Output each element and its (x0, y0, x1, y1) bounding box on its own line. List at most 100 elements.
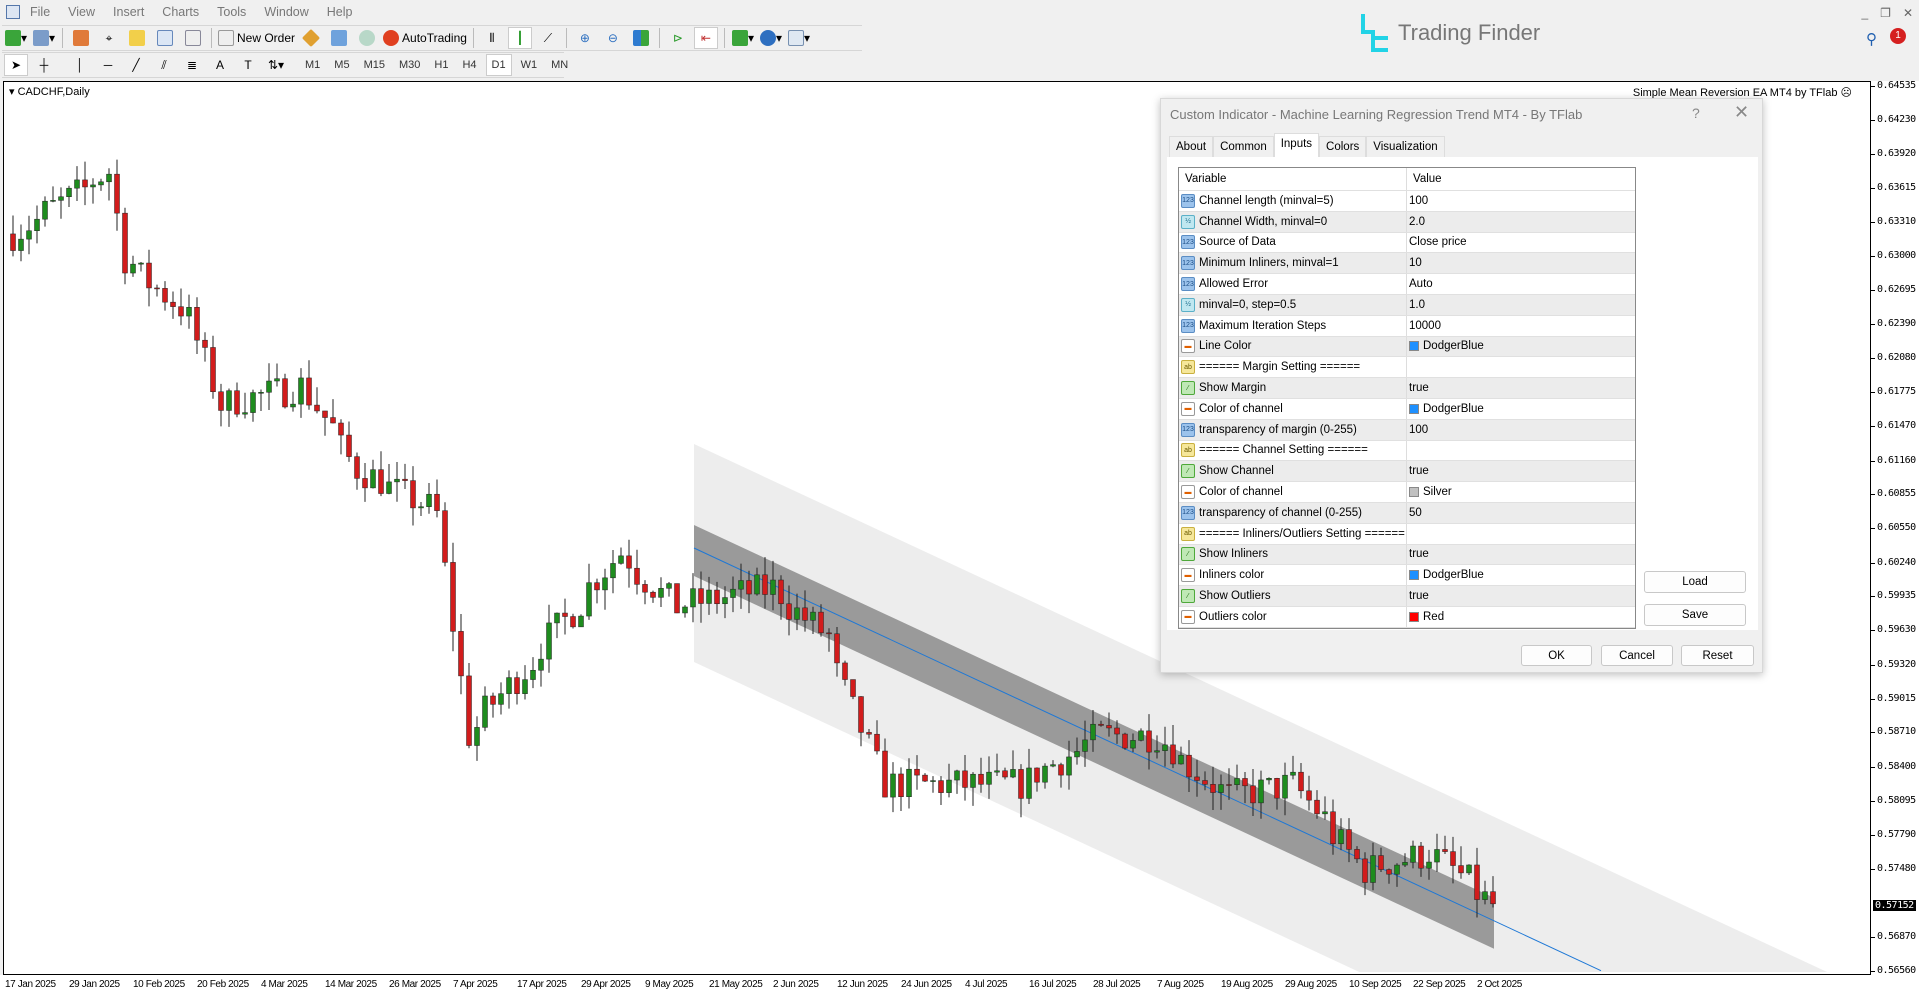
date-axis[interactable]: 17 Jan 2025 29 Jan 2025 10 Feb 2025 20 Feb … (0, 975, 1919, 996)
bar-chart-button[interactable]: ⫴ (480, 27, 504, 49)
timeframe-m5[interactable]: M5 (334, 59, 350, 71)
auto-scroll-button[interactable]: ⊳ (666, 27, 690, 49)
value-cell[interactable]: 100 (1407, 191, 1635, 211)
tab-common[interactable]: Common (1213, 136, 1274, 157)
indicators-button[interactable]: ▾ (731, 27, 755, 49)
value-cell[interactable]: 50 (1407, 503, 1635, 523)
timeframe-m1[interactable]: M1 (305, 59, 321, 71)
equidistant-channel-button[interactable]: ⫽ (152, 54, 176, 76)
table-row[interactable]: 123 Allowed Error Auto (1179, 274, 1635, 295)
table-row[interactable]: ab ====== Inliners/Outliers Setting =====… (1179, 523, 1635, 545)
zoom-in-button[interactable]: ⊕ (573, 27, 597, 49)
tab-visualization[interactable]: Visualization (1366, 136, 1445, 157)
menu-tools[interactable]: Tools (217, 5, 247, 19)
timeframe-m30[interactable]: M30 (398, 59, 421, 71)
text-label-button[interactable]: T (236, 54, 260, 76)
autotrading-button[interactable]: AutoTrading (383, 27, 467, 49)
zoom-out-button[interactable]: ⊖ (601, 27, 625, 49)
tester-button[interactable] (181, 27, 205, 49)
menu-view[interactable]: View (68, 5, 96, 19)
restore-button[interactable]: ❐ (1880, 6, 1891, 20)
new-order-button[interactable]: New Order (218, 27, 295, 49)
tab-colors[interactable]: Colors (1319, 136, 1367, 157)
fibonacci-button[interactable]: ≣ (180, 54, 204, 76)
reset-button[interactable]: Reset (1681, 645, 1754, 666)
cursor-button[interactable]: ➤ (4, 54, 28, 76)
value-cell[interactable] (1407, 441, 1635, 461)
table-row[interactable]: ⁄ Show Inliners true (1179, 544, 1635, 566)
value-cell[interactable]: true (1407, 378, 1635, 398)
value-cell[interactable]: 2.0 (1407, 212, 1635, 232)
text-button[interactable]: A (208, 54, 232, 76)
table-row[interactable]: ⁄ Show Margin true (1179, 378, 1635, 399)
table-row[interactable]: ⁄ Show Outliers true (1179, 586, 1635, 607)
templates-button[interactable]: ▾ (787, 27, 811, 49)
table-row[interactable]: ½ Channel Width, minval=0 2.0 (1179, 211, 1635, 233)
menu-charts[interactable]: Charts (162, 5, 200, 19)
vps-button[interactable] (327, 27, 351, 49)
table-row[interactable]: 123 Source of Data Close price (1179, 232, 1635, 254)
timeframe-h4[interactable]: H4 (462, 59, 477, 71)
value-cell[interactable]: true (1407, 461, 1635, 481)
new-chart-button[interactable]: ▾ (4, 27, 28, 49)
menu-window[interactable]: Window (264, 5, 309, 19)
menu-insert[interactable]: Insert (113, 5, 145, 19)
table-row[interactable]: ab ====== Margin Setting ====== (1179, 357, 1635, 379)
data-window-button[interactable]: ⌖ (97, 27, 121, 49)
price-axis[interactable]: 0.64535 0.64230 0.63920 0.63615 0.63310 0.630… (1871, 80, 1919, 976)
candlestick-button[interactable]: ┃ (507, 27, 532, 49)
minimize-button[interactable]: _ (1861, 6, 1869, 20)
periods-button[interactable]: ▾ (759, 27, 783, 49)
timeframe-mn[interactable]: MN (551, 59, 569, 71)
crosshair-button[interactable]: ┼ (32, 54, 56, 76)
value-cell[interactable] (1407, 524, 1635, 544)
table-row[interactable]: 123 Channel length (minval=5) 100 (1179, 191, 1635, 212)
market-watch-button[interactable] (69, 27, 93, 49)
horizontal-line-button[interactable]: ─ (96, 54, 120, 76)
line-chart-button[interactable]: ⟋ (536, 27, 560, 49)
table-row[interactable]: ▬ Inliners color DodgerBlue (1179, 565, 1635, 587)
help-button[interactable]: ? (1692, 105, 1700, 121)
tab-about[interactable]: About (1169, 136, 1214, 157)
notification-badge[interactable]: 1 (1890, 28, 1906, 44)
value-cell[interactable]: DodgerBlue (1407, 399, 1635, 419)
terminal-button[interactable] (153, 27, 177, 49)
menu-file[interactable]: File (30, 5, 51, 19)
ok-button[interactable]: OK (1521, 645, 1592, 666)
arrows-button[interactable]: ⇅▾ (264, 54, 288, 76)
navigator-button[interactable] (125, 27, 149, 49)
table-row[interactable]: 123 Maximum Iteration Steps 10000 (1179, 315, 1635, 337)
value-cell[interactable] (1407, 357, 1635, 377)
menu-help[interactable]: Help (326, 5, 353, 19)
trendline-button[interactable]: ╱ (124, 54, 148, 76)
value-cell[interactable]: 10000 (1407, 316, 1635, 336)
value-cell[interactable]: 1.0 (1407, 295, 1635, 315)
dialog-close-button[interactable]: ✕ (1734, 102, 1750, 122)
timeframe-h1[interactable]: H1 (434, 59, 449, 71)
vertical-line-button[interactable]: │ (68, 54, 92, 76)
value-cell[interactable]: DodgerBlue (1407, 337, 1635, 357)
value-cell[interactable]: 10 (1407, 253, 1635, 273)
value-cell[interactable]: Close price (1407, 233, 1635, 253)
table-row[interactable]: ▬ Outliers color Red (1179, 606, 1635, 628)
table-row[interactable]: 123 Minimum Inliners, minval=1 10 (1179, 253, 1635, 275)
table-row[interactable]: 123 transparency of margin (0-255) 100 (1179, 419, 1635, 441)
table-row[interactable]: ⁄ Show Channel true (1179, 461, 1635, 483)
table-row[interactable]: ▬ Color of channel DodgerBlue (1179, 398, 1635, 420)
chart-shift-button[interactable]: ⇤ (693, 27, 718, 49)
table-row[interactable]: ▬ Color of channel Silver (1179, 482, 1635, 503)
value-cell[interactable]: true (1407, 586, 1635, 606)
value-cell[interactable]: DodgerBlue (1407, 565, 1635, 585)
save-button[interactable]: Save (1644, 604, 1746, 626)
tab-inputs[interactable]: Inputs (1273, 133, 1320, 157)
table-row[interactable]: ½ minval=0, step=0.5 1.0 (1179, 294, 1635, 316)
table-row[interactable]: ▬ Line Color DodgerBlue (1179, 336, 1635, 358)
table-row[interactable]: ab ====== Channel Setting ====== (1179, 440, 1635, 462)
value-cell[interactable]: Red (1407, 607, 1635, 627)
timeframe-w1[interactable]: W1 (520, 59, 538, 71)
metaquotes-button[interactable] (299, 27, 323, 49)
value-cell[interactable]: 100 (1407, 420, 1635, 440)
table-row[interactable]: 123 transparency of channel (0-255) 50 (1179, 502, 1635, 524)
load-button[interactable]: Load (1644, 571, 1746, 593)
profiles-button[interactable]: ▾ (32, 27, 56, 49)
